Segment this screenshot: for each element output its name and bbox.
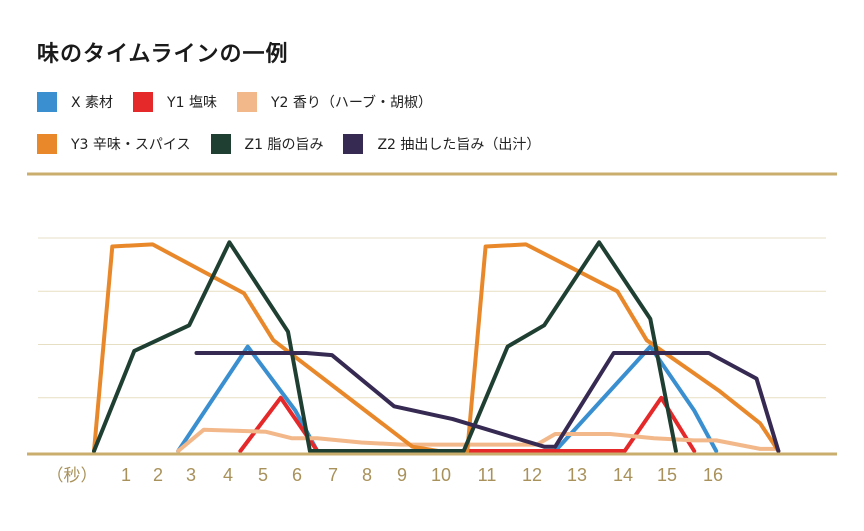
- series-line-3: [176, 427, 777, 453]
- legend-label: Y3 辛味・スパイス: [71, 137, 191, 153]
- legend-item-y3: Y3 辛味・スパイス: [37, 134, 191, 154]
- legend-swatch: [343, 134, 364, 154]
- x-tick-label: 13: [567, 465, 587, 485]
- x-tick-label: 9: [397, 465, 407, 485]
- x-tick-label: 3: [186, 465, 196, 485]
- legend-label: Z2 抽出した旨み（出汁）: [377, 137, 541, 153]
- legend-label: X 素材: [71, 95, 114, 111]
- x-tick-label: 16: [703, 465, 723, 485]
- x-tick-label: 14: [613, 465, 633, 485]
- series-line-5: [92, 240, 678, 453]
- x-tick-label: 10: [431, 465, 451, 485]
- x-tick-label: 7: [328, 465, 338, 485]
- legend-swatch: [210, 134, 231, 154]
- x-tick-label: 6: [292, 465, 302, 485]
- x-tick-label: 12: [522, 465, 542, 485]
- legend-swatch: [37, 92, 57, 112]
- legend-swatch: [133, 92, 154, 112]
- x-tick-label: 1: [121, 465, 131, 485]
- legend-swatch: [236, 92, 257, 112]
- legend-item-z1: Z1 脂の旨み: [210, 134, 324, 154]
- legend-label: Y2 香り（ハーブ・胡椒）: [270, 95, 433, 111]
- x-tick-label: 11: [478, 465, 497, 485]
- legend-row-1: X 素材 Y1 塩味 Y2 香り（ハーブ・胡椒）: [37, 92, 452, 112]
- x-axis-label: （秒）: [47, 466, 98, 485]
- legend-swatch: [37, 134, 57, 154]
- legend-label: Y1 塩味: [167, 95, 217, 111]
- legend-item-x: X 素材: [37, 92, 113, 112]
- chart-title: 味のタイムラインの一例: [37, 42, 289, 67]
- series-line-4: [92, 242, 781, 453]
- legend-label: Z1 脂の旨み: [244, 137, 324, 153]
- legend-row-2: Y3 辛味・スパイス Z1 脂の旨み Z2 抽出した旨み（出汁）: [37, 134, 560, 154]
- series-line-6: [194, 351, 781, 453]
- x-tick-label: 8: [362, 465, 372, 485]
- x-tick-label: 4: [223, 465, 233, 485]
- legend-item-z2: Z2 抽出した旨み（出汁）: [343, 134, 540, 154]
- x-tick-label: 2: [153, 465, 163, 485]
- x-tick-label: 5: [258, 465, 268, 485]
- x-tick-label: 15: [657, 465, 677, 485]
- legend-item-y1: Y1 塩味: [133, 92, 217, 112]
- legend-item-y2: Y2 香り（ハーブ・胡椒）: [236, 92, 433, 112]
